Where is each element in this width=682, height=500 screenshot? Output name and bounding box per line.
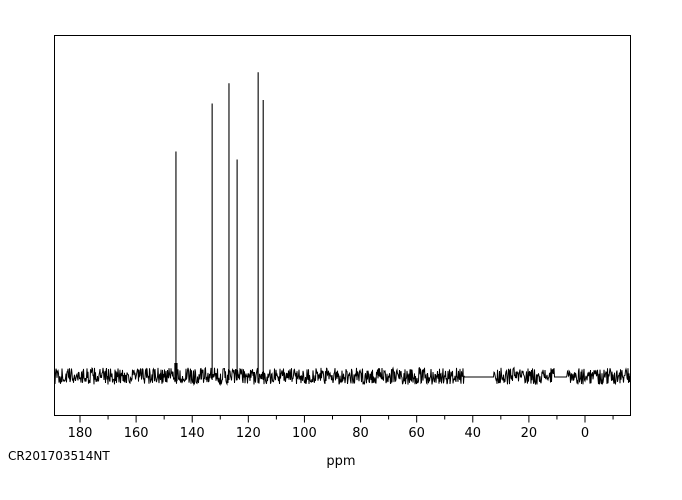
axis-ticks xyxy=(79,415,614,423)
axis-tick-label: 120 xyxy=(236,426,261,441)
x-axis-title: ppm xyxy=(326,454,355,469)
axis-tick-label: 60 xyxy=(408,426,425,441)
plot-frame xyxy=(54,35,631,416)
figure-caption: CR201703514NT xyxy=(8,449,110,463)
axis-tick-label: 0 xyxy=(581,426,589,441)
axis-tick-label: 160 xyxy=(124,426,149,441)
axis-tick-label: 40 xyxy=(465,426,482,441)
spectrum-trace xyxy=(54,72,631,387)
axis-tick-label: 140 xyxy=(180,426,205,441)
axis-tick-label: 80 xyxy=(352,426,369,441)
peak-foot-marker xyxy=(174,363,178,381)
axis-tick-label: 20 xyxy=(521,426,538,441)
axis-tick-label: 100 xyxy=(292,426,317,441)
baseline-noise-trace xyxy=(54,366,631,387)
axis-tick-label: 180 xyxy=(68,426,93,441)
axis-tick-labels: 180 160 140 120 100 80 60 40 20 0 xyxy=(68,426,590,441)
